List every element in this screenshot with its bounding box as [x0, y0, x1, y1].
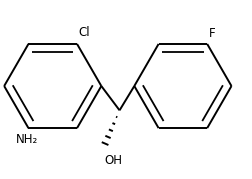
Text: NH₂: NH₂: [16, 133, 38, 146]
Text: F: F: [208, 28, 215, 40]
Text: OH: OH: [104, 154, 121, 167]
Text: Cl: Cl: [78, 26, 90, 39]
